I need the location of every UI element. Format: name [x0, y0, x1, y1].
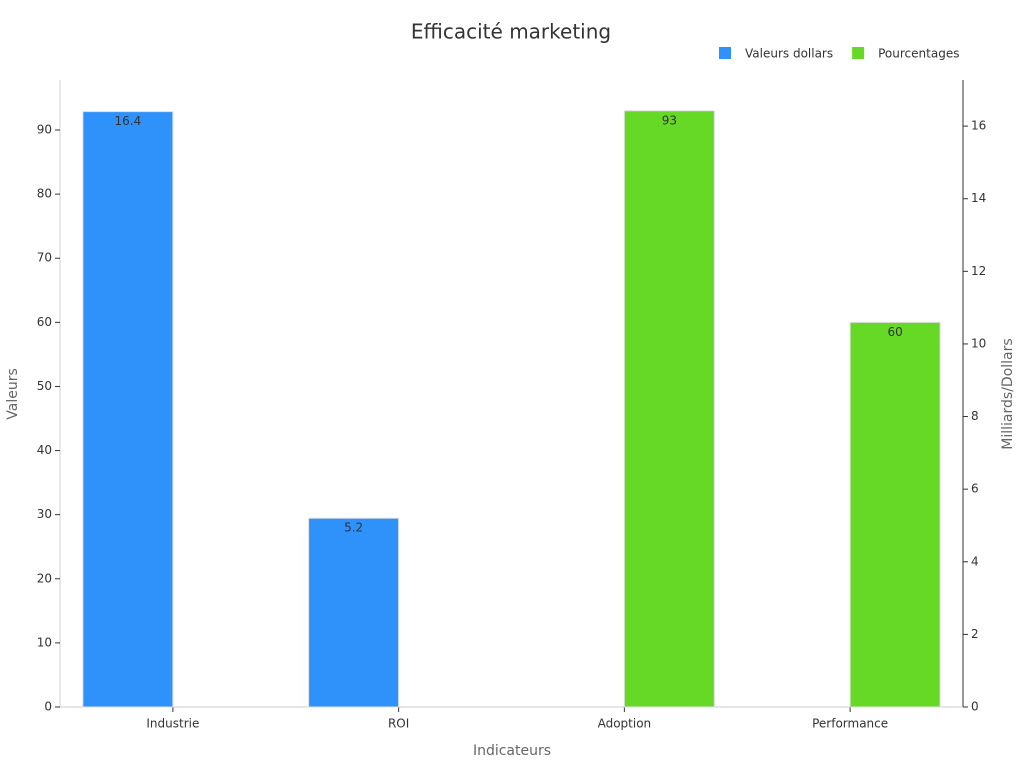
y-tick-label: 0	[44, 700, 52, 714]
y2-tick-label: 0	[971, 700, 979, 714]
y2-tick-label: 4	[971, 554, 979, 568]
x-tick-label: Adoption	[598, 717, 652, 731]
legend-label: Pourcentages	[878, 47, 959, 61]
y2-tick-label: 12	[971, 264, 986, 278]
y2-tick-label: 16	[971, 119, 986, 133]
legend-label: Valeurs dollars	[745, 47, 833, 61]
y2-tick-label: 2	[971, 627, 979, 641]
value-label: 16.4	[115, 114, 142, 128]
y-tick-label: 50	[37, 379, 52, 393]
y2-tick-label: 10	[971, 336, 986, 350]
bar	[849, 321, 941, 708]
y-tick-label: 90	[37, 123, 52, 137]
x-tick-label: Industrie	[146, 717, 199, 731]
value-label: 60	[887, 325, 902, 339]
y-tick-label: 30	[37, 507, 52, 521]
x-tick-label: ROI	[388, 717, 409, 731]
y-tick-label: 60	[37, 315, 52, 329]
x-tick-label: Performance	[812, 717, 888, 731]
y-tick-label: 70	[37, 251, 52, 265]
y2-tick-label: 8	[971, 409, 979, 423]
bar	[82, 111, 174, 708]
y2-tick-label: 6	[971, 482, 979, 496]
chart-title: Efficacité marketing	[411, 20, 611, 44]
legend-swatch	[852, 47, 865, 59]
value-label: 93	[662, 113, 677, 127]
y-tick-label: 20	[37, 571, 52, 585]
bar	[623, 110, 715, 708]
y-tick-label: 40	[37, 443, 52, 457]
bar	[308, 517, 400, 708]
y2-tick-label: 14	[971, 191, 986, 205]
y-axis-title: Valeurs	[5, 368, 21, 420]
y-tick-label: 80	[37, 187, 52, 201]
y-tick-label: 10	[37, 635, 52, 649]
value-label: 5.2	[344, 521, 363, 535]
y2-axis-title: Milliards/Dollars	[1000, 338, 1016, 449]
legend-swatch	[719, 47, 731, 59]
x-axis-title: Indicateurs	[473, 743, 551, 759]
